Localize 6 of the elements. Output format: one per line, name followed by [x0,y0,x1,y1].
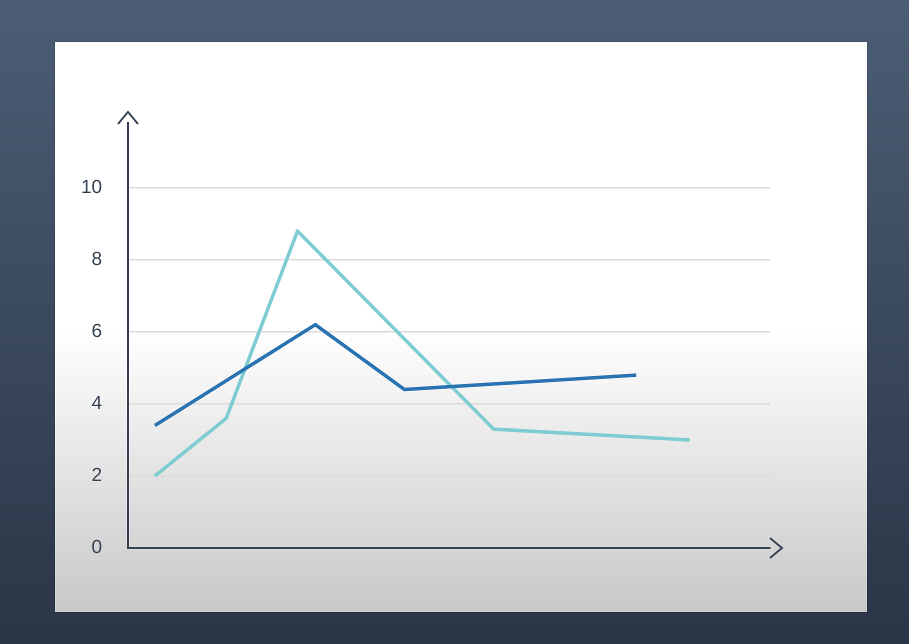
y-tick-label: 6 [92,321,102,342]
y-tick-label: 2 [92,465,102,486]
y-tick-label: 4 [92,393,103,414]
y-tick-label: 10 [80,177,102,198]
y-tick-label: 0 [92,537,102,558]
y-tick-label: 8 [92,249,102,270]
